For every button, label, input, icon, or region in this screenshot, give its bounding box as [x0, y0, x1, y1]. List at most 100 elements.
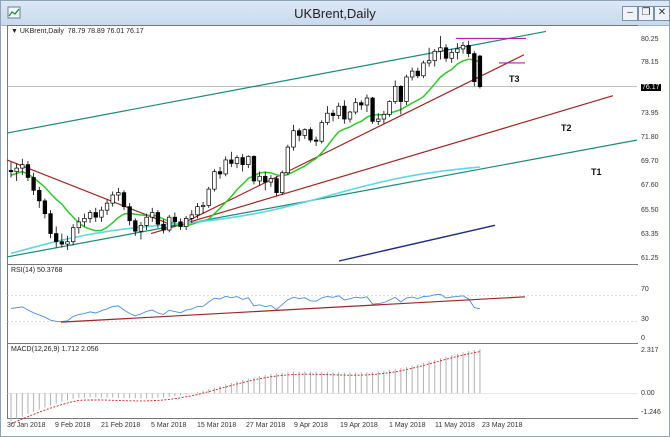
ma-green-line: [10, 58, 481, 232]
candle-body: [82, 218, 87, 223]
info-line: ▼ UKBrent,Daily 78.79 78.89 76.01 76.17: [11, 28, 144, 35]
candle-body: [364, 97, 370, 106]
candle-body: [297, 130, 302, 136]
candle-body: [398, 85, 403, 102]
info-values: 78.79 78.89 76.01 76.17: [67, 28, 144, 35]
candle-body: [110, 194, 115, 204]
candle-body: [438, 47, 443, 52]
info-symbol: UKBrent,Daily: [19, 28, 64, 35]
current-price-marker: 76.17: [641, 84, 661, 91]
candle-body: [54, 233, 59, 243]
candle-body: [347, 111, 353, 120]
channel-lower-line-t1: [6, 139, 638, 258]
x-tick: 27 Mar 2018: [246, 422, 286, 429]
candle-body: [167, 216, 172, 231]
trendline-t2: [150, 95, 614, 235]
candle-body: [20, 164, 25, 169]
candle-body: [93, 212, 98, 218]
channel-upper-line: [6, 30, 547, 134]
rsi-line: [10, 293, 481, 323]
candle-body: [421, 62, 426, 77]
ma-cyan-line: [10, 166, 481, 255]
candle-body: [251, 156, 257, 182]
candle-body: [234, 157, 240, 164]
macd-plot[interactable]: [7, 343, 638, 419]
candle-body: [104, 202, 110, 211]
candle-body: [330, 112, 336, 116]
candle-body: [150, 212, 155, 218]
candle-body: [268, 178, 274, 183]
candle-body: [313, 139, 319, 142]
x-tick: 30 Jan 2018: [7, 422, 46, 429]
candle-body: [229, 159, 234, 164]
candle-body: [415, 70, 420, 77]
candle-body: [48, 213, 53, 234]
x-tick: 9 Apr 2018: [294, 422, 328, 429]
restore-button[interactable]: ❐: [638, 6, 654, 21]
price-plot[interactable]: [7, 25, 638, 265]
candle-body: [138, 225, 144, 232]
macd-tick: -1.246: [641, 409, 661, 416]
candle-body: [404, 76, 409, 102]
candle-body: [308, 129, 313, 141]
candle-body: [387, 101, 392, 115]
rsi-label: RSI(14) 50.3768: [11, 267, 63, 274]
candle-body: [466, 45, 471, 54]
candle-body: [449, 52, 454, 59]
macd-tick: 2.317: [641, 347, 659, 354]
trend-label-t2: T2: [561, 123, 572, 133]
macd-tick: 0.00: [641, 390, 655, 397]
candle-body: [25, 164, 31, 178]
candle-body: [178, 221, 183, 227]
candle-body: [263, 175, 268, 183]
candle-body: [37, 189, 42, 202]
minimize-button[interactable]: –: [622, 6, 638, 21]
x-tick: 15 Mar 2018: [197, 422, 237, 429]
candle-body: [426, 60, 432, 64]
price-tick: 73.95: [641, 110, 659, 117]
candle-body: [195, 206, 200, 216]
rsi-tick: 0: [641, 335, 645, 342]
x-tick: 23 May 2018: [482, 422, 523, 429]
candle-body: [144, 216, 149, 226]
ma-blue-line: [338, 224, 496, 262]
candle-body: [325, 112, 330, 123]
trendline-t3: [180, 54, 525, 225]
candle-body: [274, 178, 279, 193]
candle-body: [161, 223, 166, 231]
x-tick: 1 May 2018: [389, 422, 426, 429]
rsi-plot[interactable]: [7, 264, 638, 344]
candle-body: [477, 55, 483, 88]
candle-body: [285, 146, 290, 174]
candle-body: [172, 216, 178, 223]
trend-label-t1: T1: [591, 167, 602, 177]
candle-body: [184, 218, 189, 227]
x-tick: 19 Apr 2018: [340, 422, 378, 429]
macd-signal-line: [10, 351, 481, 425]
candle-body: [217, 171, 223, 175]
price-tick: 71.80: [641, 134, 659, 141]
candle-body: [240, 157, 245, 165]
candle-body: [342, 105, 347, 120]
price-tick: 80.25: [641, 36, 659, 43]
candle-body: [370, 97, 375, 122]
candle-body: [223, 159, 228, 175]
candle-body: [87, 212, 93, 219]
candle-body: [127, 206, 132, 222]
price-axis: 80.25 78.15 76.17 73.95 71.80 69.70 67.6…: [637, 25, 669, 425]
rsi-tick: 70: [641, 286, 649, 293]
candle-body: [353, 102, 358, 113]
price-tick: 61.25: [641, 255, 659, 262]
candle-body: [319, 122, 324, 142]
candle-body: [121, 192, 127, 208]
candle-body: [359, 102, 364, 106]
candle-body: [99, 209, 104, 218]
chart-app-icon: [7, 6, 21, 19]
candle-body: [212, 171, 217, 190]
candle-body: [460, 45, 466, 50]
x-tick: 9 Feb 2018: [55, 422, 91, 429]
candle-body: [42, 200, 48, 215]
candle-body: [206, 188, 211, 206]
